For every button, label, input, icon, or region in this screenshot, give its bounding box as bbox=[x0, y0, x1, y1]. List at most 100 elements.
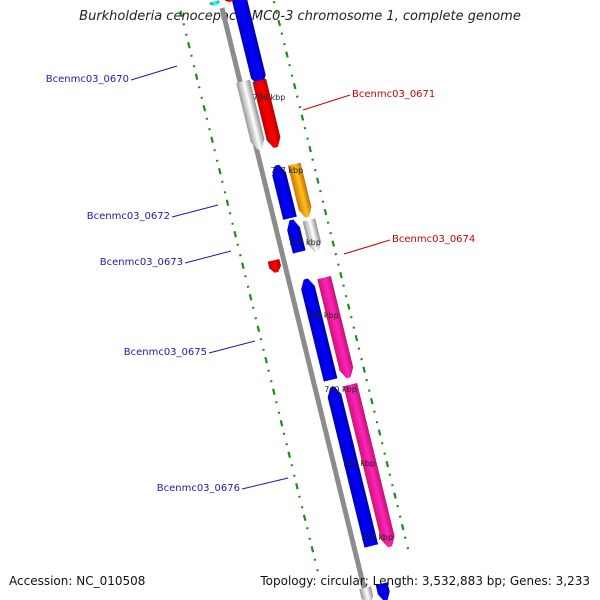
outer-scale-tick-20 bbox=[231, 222, 234, 225]
gene-arrow-bottom-b bbox=[359, 586, 374, 600]
gene-arrow-0675-partner bbox=[317, 276, 354, 379]
outer-scale-tick-30 bbox=[256, 325, 261, 332]
gene-label: Bcenmc03_0674 bbox=[392, 234, 475, 245]
inner-scale-tick-9 bbox=[292, 82, 297, 90]
inner-scale-tick-15 bbox=[308, 145, 312, 153]
inner-scale-tick-14 bbox=[306, 137, 309, 140]
inner-scale-tick-36 bbox=[362, 366, 366, 373]
outer-scale-tick-52 bbox=[313, 558, 317, 561]
outer-scale-tick-16 bbox=[221, 180, 224, 183]
inner-scale-tick-35 bbox=[360, 357, 363, 361]
outer-scale-tick-18 bbox=[225, 199, 230, 206]
outer-scale-tick-3 bbox=[187, 42, 191, 49]
inner-scale-tick-13 bbox=[303, 126, 307, 130]
accession-text: Accession: NC_010508 bbox=[9, 574, 146, 588]
outer-scale-tick-4 bbox=[190, 54, 193, 57]
gene-arrow-0675 bbox=[301, 278, 338, 382]
gene-arrow-0676 bbox=[327, 386, 379, 548]
inner-scale-tick-43 bbox=[380, 441, 384, 445]
outer-scale-tick-19 bbox=[228, 212, 232, 215]
gene-arrow-top-b bbox=[209, 0, 220, 6]
gene-arrow-0673 bbox=[287, 219, 306, 254]
gene-arrow-0672 bbox=[272, 164, 297, 220]
inner-scale-tick-20 bbox=[321, 200, 325, 203]
outer-scale-tick-45 bbox=[295, 483, 299, 490]
kbp-tick-label: 742 kbp bbox=[360, 533, 393, 542]
inner-scale-tick-21 bbox=[323, 208, 328, 216]
outer-scale-tick-47 bbox=[300, 506, 304, 509]
inner-scale-tick-50 bbox=[398, 515, 402, 518]
inner-scale-tick-48 bbox=[393, 492, 397, 499]
inner-scale-tick-4 bbox=[280, 32, 284, 35]
outer-scale-tick-6 bbox=[194, 73, 199, 80]
gene-label: Bcenmc03_0671 bbox=[352, 89, 435, 100]
outer-scale-tick-11 bbox=[208, 128, 211, 131]
inner-scale-tick-11 bbox=[298, 105, 302, 109]
kbp-tick-label: 741 kbp bbox=[342, 459, 375, 468]
outer-scale-tick-42 bbox=[287, 451, 291, 458]
outer-scale-tick-15 bbox=[218, 168, 222, 175]
inner-scale-tick-27 bbox=[339, 271, 343, 279]
inner-scale-tick-52 bbox=[403, 536, 407, 539]
inner-scale-tick-39 bbox=[370, 397, 374, 405]
inner-scale-tick-34 bbox=[357, 347, 361, 350]
outer-scale-tick-38 bbox=[277, 411, 281, 414]
outer-scale-tick-40 bbox=[282, 432, 286, 435]
outer-scale-tick-36 bbox=[272, 388, 276, 395]
inner-scale-tick-16 bbox=[311, 158, 314, 161]
inner-scale-tick-6 bbox=[285, 51, 289, 58]
kbp-tick-label: 738 kbp bbox=[288, 238, 321, 247]
outer-scale-tick-27 bbox=[248, 294, 253, 301]
inner-scale-tick-28 bbox=[342, 284, 345, 287]
inner-scale-tick-2 bbox=[275, 11, 278, 14]
inner-scale-tick-7 bbox=[288, 63, 291, 67]
gene-arrow-0674 bbox=[267, 259, 281, 273]
outer-scale-tick-9 bbox=[202, 105, 207, 112]
map-title: Burkholderia cenocepacia MC0-3 chromosom… bbox=[79, 9, 521, 24]
gene-label-leader bbox=[343, 239, 391, 255]
outer-scale-tick-26 bbox=[246, 285, 250, 288]
outer-scale-tick-50 bbox=[308, 537, 312, 540]
kbp-tick-label: 740 kbp bbox=[324, 385, 357, 394]
inner-scale-tick-31 bbox=[349, 315, 353, 319]
outer-scale-tick-21 bbox=[233, 231, 237, 238]
gene-arrow-bottom-a bbox=[375, 582, 390, 600]
inner-scale-tick-30 bbox=[346, 303, 351, 310]
outer-scale-tick-34 bbox=[267, 369, 270, 372]
outer-scale-tick-23 bbox=[239, 254, 242, 257]
gene-arrow-top-a bbox=[225, 0, 234, 2]
outer-scale-tick-5 bbox=[192, 65, 196, 68]
inner-scale-tick-24 bbox=[331, 240, 336, 247]
inner-scale-tick-53 bbox=[406, 546, 410, 550]
outer-scale-tick-49 bbox=[305, 527, 309, 530]
gene-arrow-0671 bbox=[252, 78, 281, 148]
gene-arrow-0673-partner bbox=[302, 218, 321, 253]
outer-scale-tick-31 bbox=[259, 338, 263, 341]
outer-scale-tick-13 bbox=[213, 149, 216, 152]
inner-scale-tick-32 bbox=[352, 326, 356, 329]
inner-scale-tick-51 bbox=[400, 523, 405, 531]
outer-scale-tick-10 bbox=[205, 117, 209, 120]
inner-scale-tick-3 bbox=[277, 19, 282, 27]
inner-scale-tick-18 bbox=[316, 177, 320, 184]
gene-label: Bcenmc03_0676 bbox=[157, 483, 240, 494]
outer-scale-tick-48 bbox=[302, 514, 307, 521]
gene-label: Bcenmc03_0672 bbox=[87, 211, 170, 222]
inner-scale-tick-49 bbox=[396, 504, 399, 508]
outer-scale-tick-37 bbox=[275, 401, 278, 404]
outer-scale-tick-33 bbox=[264, 357, 268, 364]
gene-arrow-0670 bbox=[231, 0, 266, 86]
inner-scale-tick-12 bbox=[300, 114, 305, 121]
inner-scale-tick-42 bbox=[377, 429, 382, 436]
inner-scale-tick-45 bbox=[385, 460, 390, 468]
kbp-tick-label: 737 kbp bbox=[271, 166, 304, 175]
inner-scale-tick-37 bbox=[365, 378, 368, 382]
gene-arrow-0671-pair bbox=[236, 79, 265, 150]
outer-scale-tick-1 bbox=[182, 23, 186, 26]
gene-label-leader bbox=[302, 94, 351, 111]
gene-label-leader bbox=[130, 65, 178, 81]
outer-scale-tick-17 bbox=[223, 191, 227, 194]
inner-scale-tick-46 bbox=[388, 473, 392, 476]
outer-scale-tick-43 bbox=[290, 464, 294, 467]
